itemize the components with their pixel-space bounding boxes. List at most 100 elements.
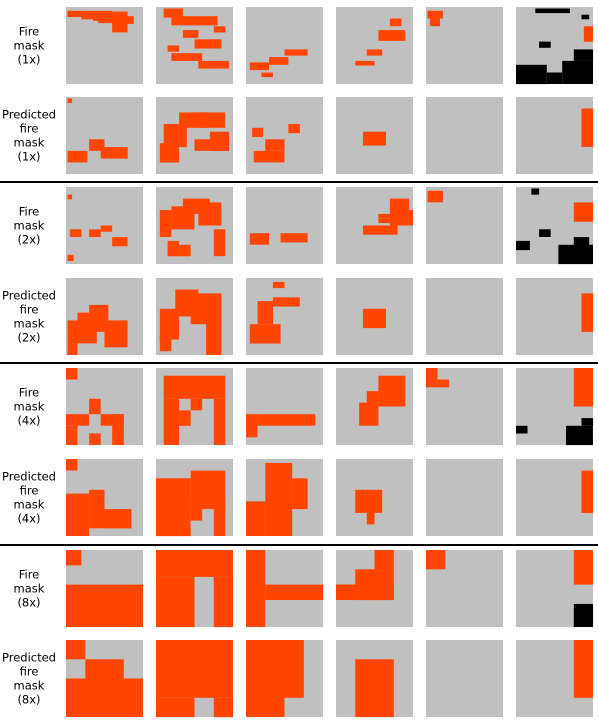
fire-region bbox=[366, 512, 375, 525]
mask-panel-r1-c6 bbox=[516, 7, 594, 85]
mask-panel-r2-c5 bbox=[426, 97, 503, 174]
fire-region bbox=[389, 198, 410, 226]
fire-region bbox=[163, 8, 183, 18]
mask-panel-r3-c2 bbox=[156, 187, 233, 264]
fire-region bbox=[98, 18, 126, 24]
mask-panel-r7-c4 bbox=[336, 550, 413, 627]
fire-region bbox=[104, 659, 124, 679]
mask-panel-r7-c1 bbox=[66, 550, 143, 627]
fire-region bbox=[89, 433, 101, 445]
mask-panel-r2-c2 bbox=[156, 97, 233, 174]
row-label-line: fire bbox=[20, 484, 39, 498]
row-label-line: fire bbox=[20, 122, 39, 136]
fire-region bbox=[437, 379, 450, 388]
fire-region bbox=[359, 402, 379, 426]
fire-region bbox=[67, 150, 88, 163]
row-label-line: Fire bbox=[19, 568, 40, 582]
nodata-region bbox=[535, 8, 570, 14]
row-label-line: mask bbox=[14, 498, 45, 512]
fire-region bbox=[67, 98, 73, 104]
fire-region bbox=[66, 584, 143, 627]
fire-region bbox=[67, 320, 78, 355]
panel-background bbox=[426, 459, 503, 536]
fire-region bbox=[427, 190, 443, 203]
nodata-region bbox=[558, 244, 593, 265]
mask-panel-r5-c3 bbox=[246, 368, 323, 445]
fire-region bbox=[252, 127, 263, 137]
fire-region bbox=[292, 478, 308, 510]
panel-background bbox=[246, 7, 323, 84]
fire-region bbox=[163, 124, 187, 148]
fire-region bbox=[378, 30, 406, 41]
fire-region bbox=[355, 489, 383, 513]
fire-region bbox=[67, 254, 74, 261]
fire-region bbox=[198, 202, 222, 226]
mask-panel-r4-c2 bbox=[156, 278, 233, 355]
row-label-line: mask bbox=[14, 219, 45, 233]
panel-background bbox=[66, 368, 143, 445]
row-label-line: Fire bbox=[19, 386, 40, 400]
fire-region bbox=[179, 244, 191, 257]
fire-region bbox=[249, 62, 270, 71]
row-label-line: fire bbox=[20, 665, 39, 679]
row-label-line: (8x) bbox=[17, 693, 40, 707]
fire-region bbox=[426, 368, 438, 388]
mask-panel-r6-c3 bbox=[246, 459, 323, 536]
mask-panel-r8-c3 bbox=[246, 640, 323, 717]
row-label-line: Predicted bbox=[2, 289, 56, 303]
mask-panel-r6-c2 bbox=[156, 459, 233, 537]
fire-region bbox=[284, 49, 308, 56]
fire-region bbox=[427, 10, 443, 19]
fire-region bbox=[89, 398, 101, 415]
nodata-region bbox=[581, 14, 590, 20]
fire-region bbox=[66, 678, 143, 717]
fire-region bbox=[257, 301, 273, 325]
row-label-line: fire bbox=[20, 303, 39, 317]
fire-region bbox=[89, 489, 105, 529]
fire-region bbox=[405, 210, 413, 226]
fire-region bbox=[583, 26, 593, 42]
nodata-region bbox=[539, 41, 551, 48]
fire-region bbox=[389, 18, 402, 27]
mask-panel-r6-c1 bbox=[66, 459, 143, 536]
fire-region bbox=[156, 550, 233, 577]
mask-panel-r2-c3 bbox=[246, 97, 323, 174]
fire-region bbox=[573, 640, 594, 698]
fire-region bbox=[355, 60, 375, 66]
fire-region bbox=[159, 335, 172, 352]
mask-panel-r1-c3 bbox=[246, 7, 323, 84]
fire-region bbox=[89, 139, 105, 151]
fire-region bbox=[280, 233, 308, 243]
mask-panel-r7-c6 bbox=[516, 550, 594, 627]
row-label-line: mask bbox=[14, 400, 45, 414]
panel-background bbox=[426, 368, 503, 445]
fire-region bbox=[66, 493, 90, 536]
fire-region bbox=[426, 550, 446, 570]
mask-panels bbox=[66, 7, 594, 718]
fire-region bbox=[112, 414, 124, 445]
fire-region bbox=[429, 18, 440, 27]
fire-region bbox=[104, 509, 132, 529]
fire-region bbox=[198, 60, 230, 69]
row-label-line: mask bbox=[14, 582, 45, 596]
fire-region bbox=[156, 697, 195, 718]
fire-region bbox=[257, 414, 316, 426]
row-label-line: (8x) bbox=[17, 596, 40, 610]
panel-background bbox=[426, 97, 503, 174]
fire-region bbox=[156, 478, 191, 537]
fire-region bbox=[246, 414, 258, 438]
fire-region bbox=[206, 320, 222, 355]
fire-region bbox=[355, 659, 394, 718]
fire-region bbox=[112, 237, 128, 247]
mask-panel-r8-c4 bbox=[336, 640, 413, 718]
row-label-3: Fire mask (2x) bbox=[14, 205, 45, 247]
panel-background bbox=[66, 97, 143, 174]
fire-region bbox=[378, 213, 390, 224]
nodata-region bbox=[516, 64, 547, 85]
fire-region bbox=[67, 194, 73, 200]
nodata-region bbox=[516, 240, 530, 251]
mask-panel-r1-c5 bbox=[426, 7, 503, 84]
row-label-line: (2x) bbox=[17, 233, 40, 247]
fire-region bbox=[100, 147, 128, 159]
nodata-region bbox=[546, 72, 563, 84]
